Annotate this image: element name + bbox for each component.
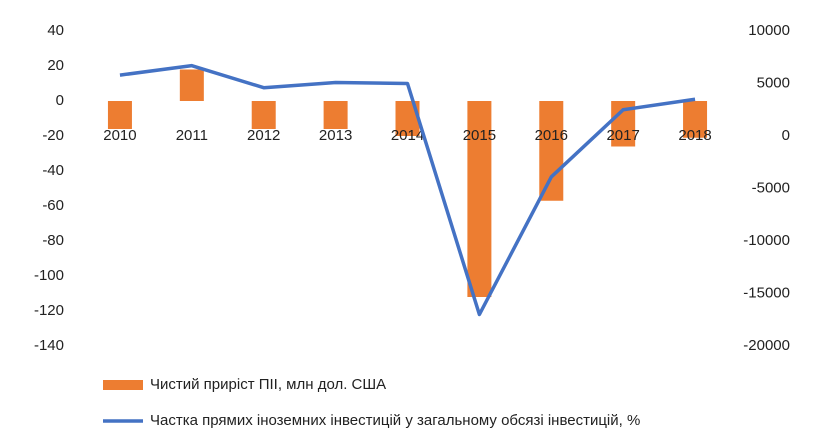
legend-swatch — [103, 380, 143, 390]
y-tick-label: -40 — [42, 162, 64, 179]
y2-tick-label: -15000 — [743, 284, 790, 301]
bar — [467, 101, 492, 297]
y2-tick-label: -10000 — [743, 232, 790, 249]
x-tick-label: 2015 — [463, 127, 496, 144]
x-tick-label: 2010 — [103, 127, 136, 144]
line — [119, 63, 696, 317]
y-tick-label: 20 — [47, 57, 64, 74]
x-tick-label: 2011 — [176, 127, 208, 144]
y-tick-label: -120 — [34, 302, 64, 319]
y2-tick-label: -20000 — [743, 337, 790, 354]
y-tick-label: -140 — [34, 337, 64, 354]
y2-tick-label: 0 — [782, 127, 790, 144]
legend-label: Чистий приріст ПІІ, млн дол. США — [150, 376, 386, 393]
bar — [323, 101, 348, 129]
y-tick-label: -80 — [42, 232, 64, 249]
x-tick-label: 2017 — [606, 127, 639, 144]
y-tick-label: 40 — [47, 22, 64, 39]
bar — [251, 101, 276, 129]
x-tick-label: 2013 — [319, 127, 352, 144]
y2-tick-label: -5000 — [752, 179, 790, 196]
bar — [179, 69, 204, 101]
legend-label: Частка прямих іноземних інвестицій у заг… — [150, 412, 640, 429]
y-tick-label: -60 — [42, 197, 64, 214]
x-tick-label: 2014 — [391, 127, 424, 144]
bar — [683, 101, 708, 138]
y-tick-label: 0 — [56, 92, 64, 109]
y-tick-label: -20 — [42, 127, 64, 144]
y2-tick-label: 5000 — [757, 74, 790, 91]
bar — [539, 101, 564, 201]
y-tick-label: -100 — [34, 267, 64, 284]
x-tick-label: 2016 — [535, 127, 568, 144]
x-tick-label: 2018 — [678, 127, 711, 144]
y2-tick-label: 10000 — [748, 22, 790, 39]
bar — [107, 101, 132, 129]
x-tick-label: 2012 — [247, 127, 280, 144]
